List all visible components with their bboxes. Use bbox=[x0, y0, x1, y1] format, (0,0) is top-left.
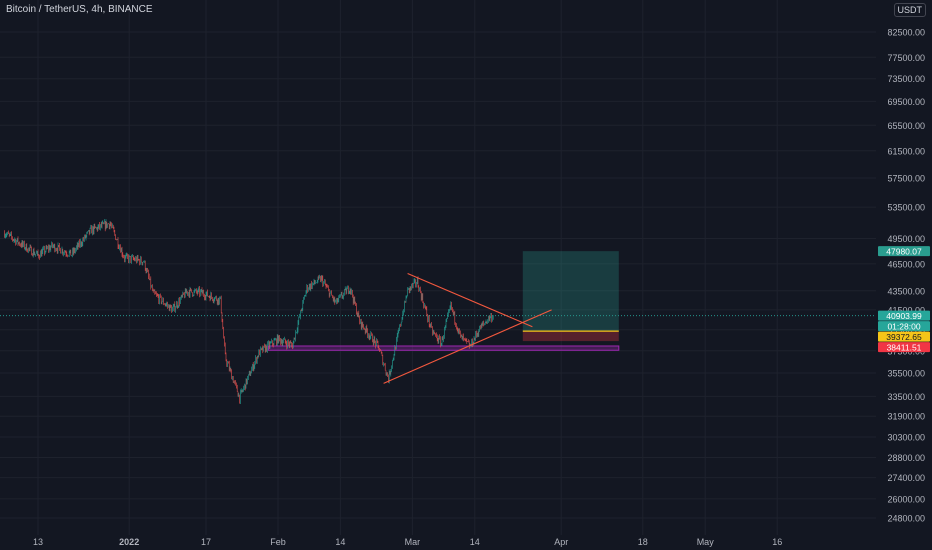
price-label-box bbox=[878, 331, 930, 342]
price-label-text: 01:28:00 bbox=[887, 322, 920, 332]
price-tick-label: 24800.00 bbox=[887, 514, 925, 524]
price-tick-label: 46500.00 bbox=[887, 259, 925, 269]
time-tick-label: Apr bbox=[554, 537, 568, 547]
long-position-tool[interactable] bbox=[522, 251, 619, 342]
time-tick-label: Mar bbox=[405, 537, 421, 547]
trendlines[interactable] bbox=[383, 273, 552, 384]
price-tick-label: 69500.00 bbox=[887, 97, 925, 107]
price-tick-label: 26000.00 bbox=[887, 494, 925, 504]
time-tick-label: 17 bbox=[201, 537, 211, 547]
price-tick-label: 30300.00 bbox=[887, 433, 925, 443]
price-tick-label: 61500.00 bbox=[887, 146, 925, 156]
price-label-text: 47980.07 bbox=[886, 247, 922, 257]
support-zone[interactable] bbox=[267, 345, 620, 351]
time-tick-label: May bbox=[697, 537, 715, 547]
price-tick-label: 41500.00 bbox=[887, 305, 925, 315]
price-tick-label: 53500.00 bbox=[887, 203, 925, 213]
price-tick-label: 77500.00 bbox=[887, 53, 925, 63]
time-tick-label: 2022 bbox=[119, 537, 139, 547]
price-tick-label: 82500.00 bbox=[887, 28, 925, 38]
price-tick-label: 35500.00 bbox=[887, 368, 925, 378]
time-tick-label: 14 bbox=[470, 537, 480, 547]
price-label-text: 40903.99 bbox=[886, 311, 922, 321]
target-zone bbox=[522, 251, 619, 332]
price-label-box bbox=[878, 310, 930, 321]
time-tick-label: 13 bbox=[33, 537, 43, 547]
stop-zone bbox=[522, 331, 619, 342]
price-tick-label: 33500.00 bbox=[887, 392, 925, 402]
chart-title: Bitcoin / TetherUS, 4h, BINANCE bbox=[6, 4, 153, 15]
price-tick-label: 73500.00 bbox=[887, 74, 925, 84]
price-label-box bbox=[878, 246, 930, 257]
trendline bbox=[407, 273, 533, 328]
trendline bbox=[383, 309, 552, 384]
price-label-box bbox=[878, 342, 930, 353]
grid bbox=[0, 0, 876, 535]
time-tick-label: 18 bbox=[638, 537, 648, 547]
time-tick-label: Feb bbox=[270, 537, 286, 547]
price-tick-label: 27400.00 bbox=[887, 473, 925, 483]
price-tick-label: 31900.00 bbox=[887, 412, 925, 422]
price-tick-label: 65500.00 bbox=[887, 121, 925, 131]
price-tick-label: 28800.00 bbox=[887, 453, 925, 463]
price-tick-label: 57500.00 bbox=[887, 173, 925, 183]
time-tick-label: 14 bbox=[335, 537, 345, 547]
price-label-box bbox=[878, 321, 930, 332]
price-label-text: 39372.65 bbox=[886, 332, 922, 342]
time-tick-label: 16 bbox=[772, 537, 782, 547]
price-tick-label: 43500.00 bbox=[887, 286, 925, 296]
price-label-text: 38411.51 bbox=[887, 343, 922, 353]
candles bbox=[4, 219, 494, 404]
price-tick-label: 49500.00 bbox=[887, 234, 925, 244]
currency-button[interactable]: USDT bbox=[893, 3, 926, 17]
support-zone-rect bbox=[267, 345, 620, 351]
time-axis[interactable]: 13 2022 17 Feb 14 Mar 14 Apr 18 May 16 bbox=[33, 537, 782, 547]
